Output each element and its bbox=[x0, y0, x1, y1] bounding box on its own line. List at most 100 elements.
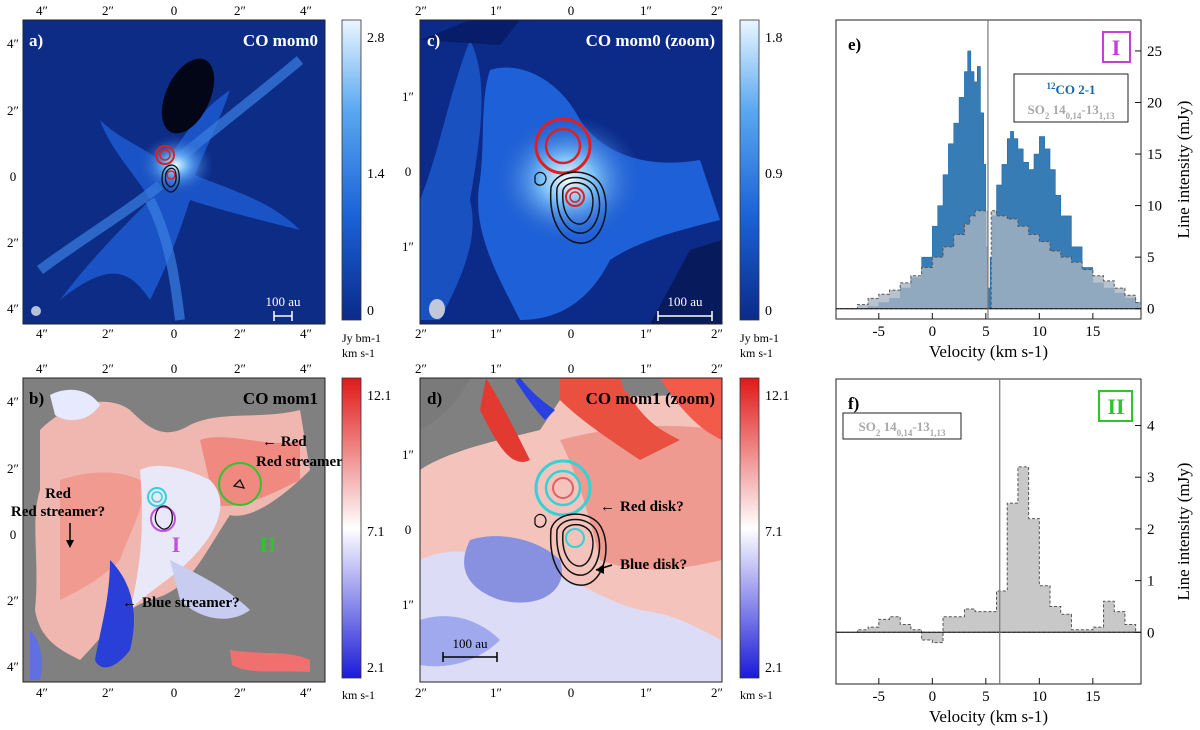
marker-box bbox=[1102, 31, 1131, 63]
x-tick-label: -5 bbox=[873, 689, 886, 705]
tick-label: 1″ bbox=[490, 361, 502, 376]
colorbar-tick: 1.8 bbox=[765, 31, 783, 46]
red-contour bbox=[544, 127, 582, 165]
tick-label: 2″ bbox=[102, 685, 114, 700]
colorbar-tick: 1.4 bbox=[367, 167, 385, 182]
panel-title: CO mom0 (zoom) bbox=[586, 31, 715, 50]
colorbar-unit: km s-1 bbox=[342, 688, 375, 702]
legend: 12CO 2-1 SO2 140,14-131,13 bbox=[1013, 73, 1129, 123]
y-tick-label: 15 bbox=[1147, 147, 1162, 163]
y-axis-label: Line intensity (mJy) bbox=[1174, 463, 1193, 601]
top-ticks: 2″ 1″ 0 1″ 2″ bbox=[415, 361, 723, 376]
green-circle bbox=[218, 462, 262, 506]
panel-label: d) bbox=[427, 389, 442, 408]
annotation-blue-streamer-text: Blue streamer? bbox=[142, 595, 240, 611]
tick-label: 1″ bbox=[402, 239, 414, 254]
black-contour bbox=[556, 518, 601, 576]
annotation-red-disk: Red disk? bbox=[620, 499, 684, 515]
panel-a: a) CO mom0 100 au 4″ 2″ 0 2″ 4″ 4″ 2″ 0 … bbox=[7, 3, 384, 360]
colorbar-tick: 0 bbox=[765, 304, 772, 319]
legend-entry-12co: 12CO 2-1 bbox=[1046, 81, 1095, 97]
tick-label: 4″ bbox=[36, 3, 48, 18]
tick-label: 4″ bbox=[36, 361, 48, 376]
tick-label: 2″ bbox=[234, 3, 246, 18]
tick-label: 1″ bbox=[640, 3, 652, 18]
y-tick-label: 1 bbox=[1147, 574, 1155, 590]
top-ticks: 4″ 2″ 0 2″ 4″ bbox=[36, 361, 312, 376]
tick-label: 0 bbox=[10, 169, 17, 184]
bottom-ticks: 4″ 2″ 0 2″ 4″ bbox=[36, 685, 312, 700]
scalebar: 100 au bbox=[265, 294, 301, 321]
legend: SO2 140,14-131,13 bbox=[842, 412, 962, 440]
x-tick-label: 0 bbox=[929, 324, 937, 340]
marker-II: II bbox=[1107, 394, 1124, 419]
colorbar-tick: 7.1 bbox=[765, 525, 783, 540]
tick-label: 2″ bbox=[711, 361, 723, 376]
scalebar: 100 au bbox=[657, 294, 713, 321]
tick-label: 4″ bbox=[36, 326, 48, 341]
tick-label: 2″ bbox=[415, 361, 427, 376]
x-tick-label: 5 bbox=[982, 689, 990, 705]
panel-c: c) CO mom0 (zoom) 100 au 2″ 1″ 0 1″ 2″ 2… bbox=[402, 3, 782, 360]
panel-d: d) CO mom1 (zoom) ← Red disk? Blue disk?… bbox=[402, 361, 789, 702]
tick-label: 1″ bbox=[640, 685, 652, 700]
panel-e-axes: -5 0 5 10 15 0 5 10 15 20 25 Velocity (km s-1) Line … bbox=[873, 44, 1193, 361]
colorbar-unit: km s-1 bbox=[342, 346, 375, 360]
left-ticks: 1″ 0 1″ bbox=[402, 447, 414, 612]
bottom-ticks: 4″ 2″ 0 2″ 4″ bbox=[36, 326, 312, 341]
tick-label: 0 bbox=[405, 164, 412, 179]
colorbar-tick: 12.1 bbox=[367, 389, 392, 404]
legend-entry-so2: SO2 140,14-131,13 bbox=[1028, 102, 1115, 121]
panel-label: e) bbox=[848, 35, 861, 54]
tick-label: 4″ bbox=[300, 361, 312, 376]
x-tick-label: -5 bbox=[873, 324, 886, 340]
colorbar-tick: 0.9 bbox=[765, 167, 783, 182]
panel-label: f) bbox=[848, 394, 859, 413]
x-tick-label: 15 bbox=[1085, 689, 1100, 705]
tick-label: 0 bbox=[171, 361, 178, 376]
black-contour bbox=[161, 164, 180, 193]
tick-label: 2″ bbox=[7, 593, 19, 608]
black-contour bbox=[562, 181, 594, 225]
tick-label: 2″ bbox=[415, 326, 427, 341]
tick-label: 1″ bbox=[640, 326, 652, 341]
colorbar-unit: km s-1 bbox=[740, 688, 773, 702]
legend-box bbox=[842, 412, 962, 440]
bottom-ticks: 2″ 1″ 0 1″ 2″ bbox=[415, 326, 723, 341]
x-tick-label: 5 bbox=[982, 324, 990, 340]
tick-label: 2″ bbox=[711, 3, 723, 18]
panel-title: CO mom0 bbox=[243, 31, 318, 50]
top-ticks: 4″ 2″ 0 2″ 4″ bbox=[36, 3, 312, 18]
tick-label: 2″ bbox=[7, 103, 19, 118]
red-contour bbox=[569, 191, 581, 203]
cyan-contour bbox=[565, 528, 585, 548]
panel-b: b) CO mom1 Red Red streamer? ← Red Red s… bbox=[7, 361, 391, 702]
tick-label: 0 bbox=[568, 685, 575, 700]
panel-b-image bbox=[23, 378, 325, 682]
red-contour bbox=[159, 149, 171, 161]
colorbar-unit: Jy bm-1 bbox=[740, 331, 779, 345]
colorbar-tick: 2.1 bbox=[367, 661, 385, 676]
tick-label: 2″ bbox=[102, 3, 114, 18]
tick-label: 0 bbox=[10, 527, 17, 542]
colorbar-tick: 2.8 bbox=[367, 31, 385, 46]
tick-label: 4″ bbox=[7, 36, 19, 51]
tick-label: 1″ bbox=[490, 326, 502, 341]
scalebar-label: 100 au bbox=[452, 636, 488, 651]
tick-label: 1″ bbox=[402, 447, 414, 462]
arrow-head bbox=[596, 564, 604, 574]
x-tick-label: 0 bbox=[929, 689, 937, 705]
colorbar-tick: 7.1 bbox=[367, 525, 385, 540]
legend-entry-so2: SO2 140,14-131,13 bbox=[859, 419, 946, 438]
x-tick-label: 10 bbox=[1032, 324, 1047, 340]
colorbar-unit: km s-1 bbox=[740, 346, 773, 360]
arrow-red-disk: ← bbox=[600, 499, 615, 515]
colorbar-b: 12.1 7.1 2.1 km s-1 bbox=[341, 377, 392, 702]
marker-I: I bbox=[172, 532, 181, 557]
tick-label: 0 bbox=[405, 522, 412, 537]
tick-label: 0 bbox=[171, 326, 178, 341]
tick-label: 4″ bbox=[300, 326, 312, 341]
tick-label: 4″ bbox=[300, 685, 312, 700]
black-contour bbox=[562, 523, 594, 567]
colorbar-tick: 12.1 bbox=[765, 389, 790, 404]
